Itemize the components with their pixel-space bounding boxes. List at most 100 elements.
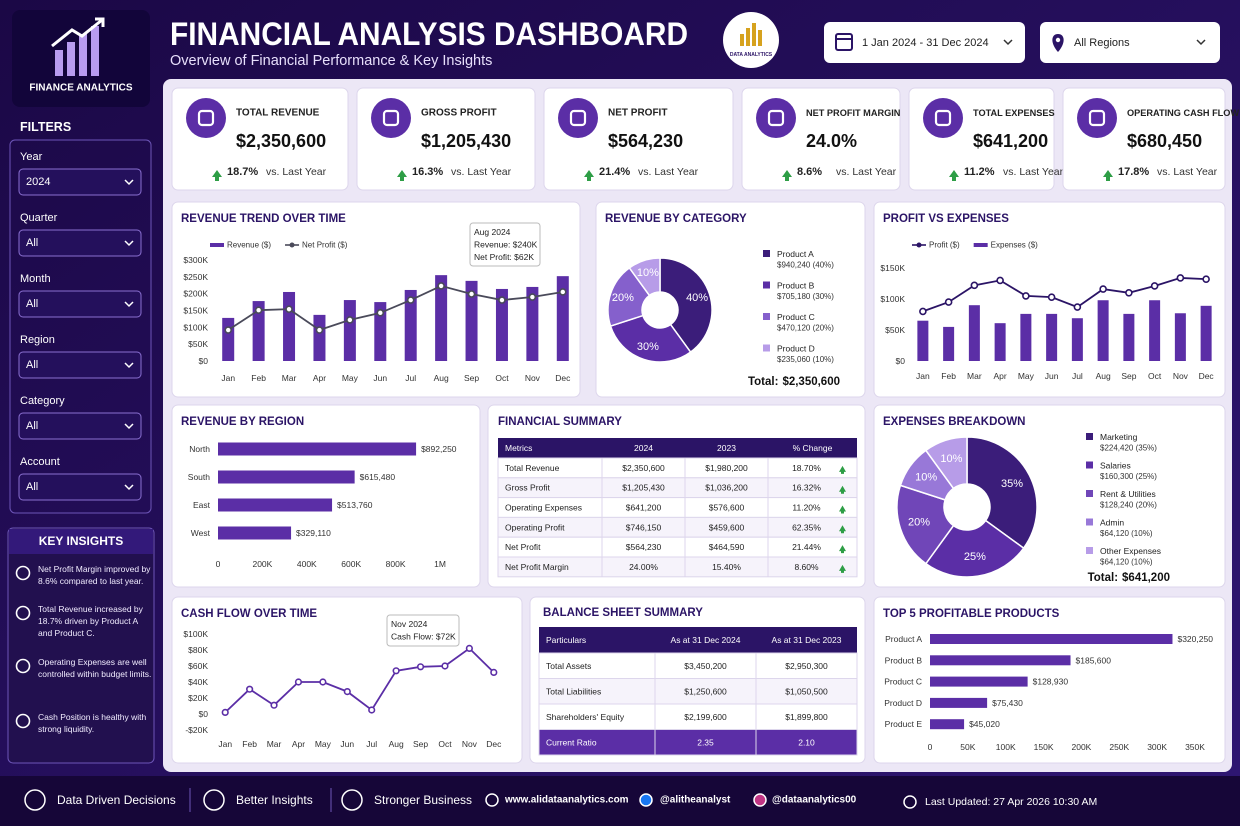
y-tick-label: $100K (183, 629, 208, 639)
kpi-icon-glyph (767, 109, 785, 127)
x-tick-label: 250K (1109, 742, 1129, 752)
filter-label: Quarter (20, 212, 58, 224)
logo-bar (91, 26, 99, 76)
kpi-note: vs. Last Year (1003, 166, 1064, 178)
kpi-value: 24.0% (806, 131, 857, 151)
tooltip-text: Revenue: $240K (474, 240, 538, 250)
filter-dropdown[interactable] (18, 351, 142, 379)
dashboard-subtitle: Overview of Financial Performance & Key … (170, 53, 492, 69)
tooltip (386, 614, 460, 647)
chevron (124, 362, 134, 369)
footer-icon (341, 789, 363, 811)
point (392, 667, 400, 675)
point (246, 685, 254, 693)
x-tick-label: Jun (1045, 371, 1059, 381)
kpi-note: vs. Last Year (638, 166, 699, 178)
badge (723, 12, 779, 68)
x-tick-label: Jun (373, 373, 387, 383)
x-tick-label: Aug (1096, 371, 1111, 381)
x-tick-label: Oct (495, 373, 509, 383)
y-tick-label: $250K (183, 272, 208, 282)
point (1099, 285, 1107, 293)
bar (968, 305, 980, 361)
legend-detail: $64,120 (10%) (1100, 558, 1153, 567)
kpi-note: vs. Last Year (451, 166, 512, 178)
table-cell: Operating Profit (505, 522, 565, 532)
value-label: $320,250 (1177, 634, 1213, 644)
category-label: Product A (885, 634, 922, 644)
filters-title: FILTERS (20, 120, 71, 134)
table-cell: 8.60% (794, 562, 819, 572)
table-cell: $1,980,200 (705, 463, 748, 473)
legend-swatch (1086, 490, 1093, 497)
logo-bar (67, 42, 75, 76)
x-tick-label: 200K (252, 559, 272, 569)
segment-label: 35% (1001, 478, 1023, 490)
footer-item: Better Insights (236, 793, 313, 807)
x-tick-label: Apr (313, 373, 326, 383)
kpi-icon-glyph (569, 109, 587, 127)
point (528, 293, 537, 301)
point (490, 668, 498, 677)
insight-icon (15, 605, 31, 621)
point (919, 307, 927, 316)
category-label: South (188, 472, 210, 482)
legend-detail: $470,120 (20%) (777, 324, 834, 333)
kpi-note: vs. Last Year (266, 166, 327, 178)
segment-label: 25% (964, 551, 986, 563)
filter-label: Category (20, 395, 65, 407)
tooltip-text: Cash Flow: $72K (391, 632, 456, 642)
table-header (539, 627, 857, 653)
kpi-note: vs. Last Year (1157, 166, 1218, 178)
refresh-icon (903, 795, 917, 809)
line (224, 647, 495, 714)
bar (930, 655, 1071, 666)
x-tick-label: Dec (1199, 371, 1215, 381)
region-dropdown[interactable] (1040, 22, 1220, 63)
point (970, 281, 979, 290)
point (294, 678, 303, 686)
logo-bar (79, 34, 87, 76)
filter-dropdown[interactable] (18, 168, 142, 196)
table-cell: $564,230 (626, 542, 662, 552)
bar (495, 288, 508, 361)
x-tick-label: Apr (292, 739, 305, 749)
x-tick-label: Aug (434, 373, 449, 383)
x-tick-label: 200K (1071, 742, 1091, 752)
table-row (497, 556, 858, 578)
bar (943, 326, 955, 361)
bar (283, 291, 296, 361)
kpi-value: $564,230 (608, 131, 683, 151)
x-tick-label: Jul (366, 739, 377, 749)
insights-header (9, 529, 153, 554)
chart-title: PROFIT VS EXPENSES (883, 213, 1009, 225)
filter-dropdown[interactable] (18, 473, 142, 501)
bar (313, 314, 326, 361)
point (441, 662, 449, 670)
bar (930, 634, 1173, 644)
point (416, 663, 425, 671)
y-tick-label: $0 (896, 356, 906, 366)
legend-label: Marketing (1100, 432, 1138, 442)
table-title: FINANCIAL SUMMARY (498, 416, 622, 428)
y-tick-label: $300K (183, 255, 208, 265)
legend-detail: $235,060 (10%) (777, 355, 834, 364)
kpi-value: $1,205,430 (421, 131, 511, 151)
table-cell: Net Profit Margin (505, 562, 569, 572)
table-cell: 11.20% (792, 503, 821, 513)
point (944, 298, 953, 306)
filter-dropdown[interactable] (18, 290, 142, 318)
legend-label: Admin (1100, 518, 1124, 528)
insight-text: Operating Expenses are well controlled w… (38, 657, 152, 679)
badge-bar (752, 23, 756, 46)
kpi-icon (756, 98, 796, 138)
filter-dropdown[interactable] (18, 412, 142, 440)
filter-dropdown[interactable] (18, 229, 142, 257)
date-dropdown[interactable] (824, 22, 1025, 63)
legend-label: Net Profit ($) (302, 241, 348, 250)
kpi-label: OPERATING CASH FLOW (1127, 108, 1239, 118)
table-cell: $1,899,800 (785, 712, 828, 722)
legend-swatch (1086, 518, 1093, 526)
chevron (1196, 39, 1206, 46)
chevron (124, 240, 134, 247)
